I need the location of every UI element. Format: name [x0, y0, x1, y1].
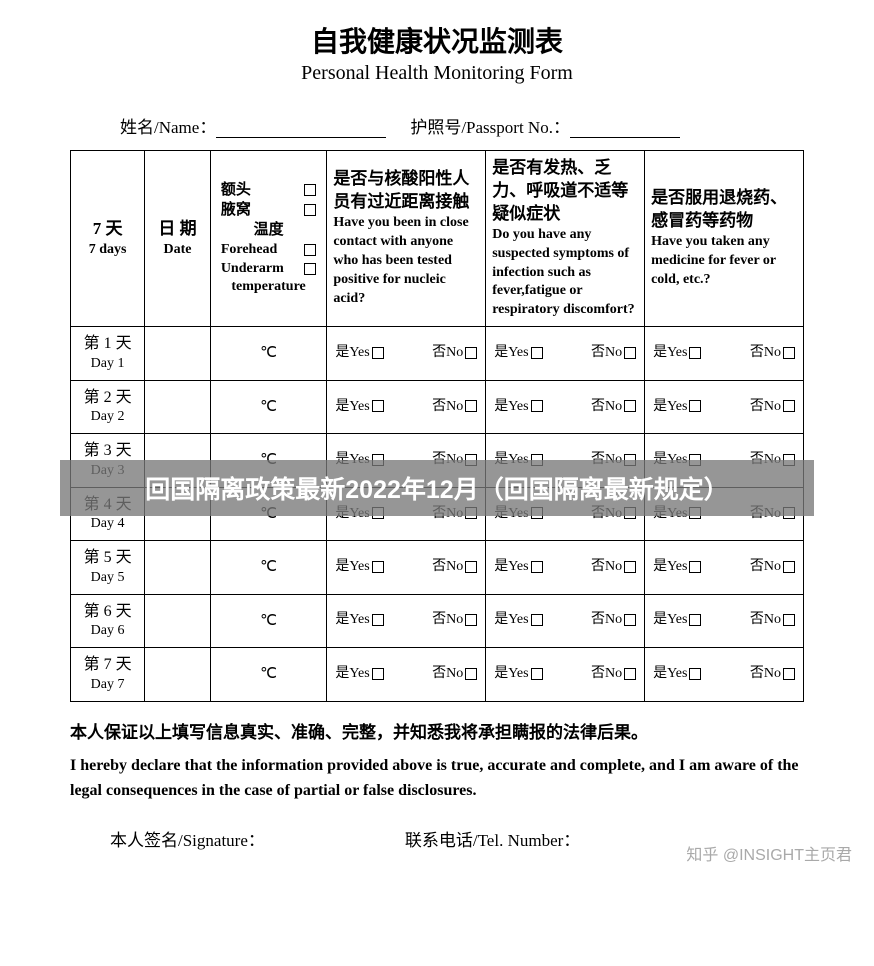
yes-option[interactable]: 是Yes [653, 611, 701, 630]
passport-input-line[interactable] [570, 119, 680, 138]
yes-option[interactable]: 是Yes [653, 398, 701, 417]
day-cell: 第 5 天Day 5 [71, 541, 145, 594]
checkbox-forehead[interactable] [304, 184, 316, 196]
temp-cell[interactable]: ℃ [210, 541, 327, 594]
yes-option[interactable]: 是Yes [335, 344, 383, 363]
yes-option[interactable]: 是Yes [494, 611, 542, 630]
no-option[interactable]: 否No [591, 398, 636, 417]
identity-fields: 姓名/Name： 护照号/Passport No.： [70, 113, 804, 138]
yesno-cell: 是Yes 否No [486, 541, 645, 594]
yesno-cell: 是Yes 否No [327, 380, 486, 433]
checkbox-forehead-en[interactable] [304, 244, 316, 256]
no-option[interactable]: 否No [591, 665, 636, 684]
yesno-cell: 是Yes 否No [327, 594, 486, 647]
yes-option[interactable]: 是Yes [653, 665, 701, 684]
checkbox-underarm-en[interactable] [304, 263, 316, 275]
title-cn: 自我健康状况监测表 [70, 20, 804, 60]
table-row: 第 2 天Day 2 ℃ 是Yes 否No 是Yes 否No 是Yes 否No [71, 380, 804, 433]
declaration-en: I hereby declare that the information pr… [70, 754, 804, 804]
temp-cell[interactable]: ℃ [210, 380, 327, 433]
temp-cell[interactable]: ℃ [210, 648, 327, 701]
yesno-cell: 是Yes 否No [645, 327, 804, 380]
yesno-cell: 是Yes 否No [486, 648, 645, 701]
declaration-cn: 本人保证以上填写信息真实、准确、完整，并知悉我将承担瞒报的法律后果。 [70, 720, 804, 746]
yes-option[interactable]: 是Yes [335, 611, 383, 630]
no-option[interactable]: 否No [591, 558, 636, 577]
yes-option[interactable]: 是Yes [494, 398, 542, 417]
yesno-cell: 是Yes 否No [327, 327, 486, 380]
no-option[interactable]: 否No [432, 398, 477, 417]
checkbox-underarm[interactable] [304, 204, 316, 216]
yes-option[interactable]: 是Yes [494, 344, 542, 363]
temp-cell[interactable]: ℃ [210, 327, 327, 380]
header-q3: 是否服用退烧药、感冒药等药物 Have you taken any medici… [645, 151, 804, 327]
yesno-cell: 是Yes 否No [645, 648, 804, 701]
signature-label: 本人签名/Signature： [110, 826, 265, 851]
yesno-cell: 是Yes 否No [645, 380, 804, 433]
yes-option[interactable]: 是Yes [335, 665, 383, 684]
yesno-cell: 是Yes 否No [486, 327, 645, 380]
day-cell: 第 7 天Day 7 [71, 648, 145, 701]
yesno-cell: 是Yes 否No [645, 541, 804, 594]
no-option[interactable]: 否No [591, 611, 636, 630]
watermark: 知乎 @INSIGHT主页君 [682, 841, 852, 865]
header-q1: 是否与核酸阳性人员有过近距离接触 Have you been in close … [327, 151, 486, 327]
yesno-cell: 是Yes 否No [486, 594, 645, 647]
yes-option[interactable]: 是Yes [335, 398, 383, 417]
yes-option[interactable]: 是Yes [494, 558, 542, 577]
yesno-cell: 是Yes 否No [327, 541, 486, 594]
yesno-cell: 是Yes 否No [486, 380, 645, 433]
header-date: 日 期 Date [145, 151, 211, 327]
date-cell[interactable] [145, 648, 211, 701]
no-option[interactable]: 否No [432, 558, 477, 577]
table-row: 第 7 天Day 7 ℃ 是Yes 否No 是Yes 否No 是Yes 否No [71, 648, 804, 701]
yes-option[interactable]: 是Yes [494, 665, 542, 684]
overlay-banner: 回国隔离政策最新2022年12月（回国隔离最新规定） [60, 460, 814, 516]
date-cell[interactable] [145, 541, 211, 594]
no-option[interactable]: 否No [750, 344, 795, 363]
passport-label: 护照号/Passport No.： [410, 113, 570, 138]
yes-option[interactable]: 是Yes [335, 558, 383, 577]
no-option[interactable]: 否No [432, 344, 477, 363]
date-cell[interactable] [145, 594, 211, 647]
no-option[interactable]: 否No [591, 344, 636, 363]
no-option[interactable]: 否No [750, 558, 795, 577]
header-days: 7 天 7 days [71, 151, 145, 327]
name-label: 姓名/Name： [120, 113, 216, 138]
no-option[interactable]: 否No [432, 665, 477, 684]
no-option[interactable]: 否No [750, 398, 795, 417]
yes-option[interactable]: 是Yes [653, 558, 701, 577]
table-row: 第 6 天Day 6 ℃ 是Yes 否No 是Yes 否No 是Yes 否No [71, 594, 804, 647]
name-input-line[interactable] [216, 119, 386, 138]
table-row: 第 5 天Day 5 ℃ 是Yes 否No 是Yes 否No 是Yes 否No [71, 541, 804, 594]
date-cell[interactable] [145, 380, 211, 433]
no-option[interactable]: 否No [750, 611, 795, 630]
day-cell: 第 6 天Day 6 [71, 594, 145, 647]
header-q2: 是否有发热、乏力、呼吸道不适等疑似症状 Do you have any susp… [486, 151, 645, 327]
table-row: 第 1 天Day 1 ℃ 是Yes 否No 是Yes 否No 是Yes 否No [71, 327, 804, 380]
date-cell[interactable] [145, 327, 211, 380]
no-option[interactable]: 否No [432, 611, 477, 630]
no-option[interactable]: 否No [750, 665, 795, 684]
declaration: 本人保证以上填写信息真实、准确、完整，并知悉我将承担瞒报的法律后果。 I her… [70, 720, 804, 804]
title-en: Personal Health Monitoring Form [70, 62, 804, 85]
day-cell: 第 1 天Day 1 [71, 327, 145, 380]
temp-cell[interactable]: ℃ [210, 594, 327, 647]
tel-label: 联系电话/Tel. Number： [405, 826, 580, 851]
monitoring-table: 7 天 7 days 日 期 Date 额头 腋窝 温度 Forehead Un… [70, 150, 804, 702]
day-cell: 第 2 天Day 2 [71, 380, 145, 433]
form-title: 自我健康状况监测表 Personal Health Monitoring For… [70, 20, 804, 85]
yes-option[interactable]: 是Yes [653, 344, 701, 363]
header-temperature: 额头 腋窝 温度 Forehead Underarm temperature [210, 151, 327, 327]
yesno-cell: 是Yes 否No [327, 648, 486, 701]
yesno-cell: 是Yes 否No [645, 594, 804, 647]
